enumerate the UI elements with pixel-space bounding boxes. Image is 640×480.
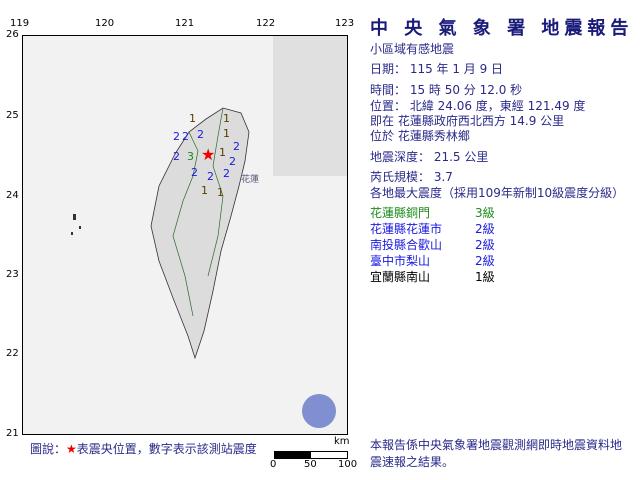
scale-tick: 100: [338, 459, 358, 470]
station-level: 1級: [475, 270, 495, 284]
station-level: 2級: [475, 238, 495, 252]
map: 1 1 1 1 2 2 2 2 2 2 2 2 2 1 1 3 花蓮 ★: [22, 35, 348, 435]
disclaimer: 本報告係中央氣象署地震觀測網即時地震資料地震速報之結果。: [370, 438, 623, 469]
legend: 圖說：★表震央位置，數字表示該測站震度: [30, 440, 257, 457]
legend-label: 圖說：: [30, 442, 67, 456]
station-intensity: 1: [201, 184, 208, 197]
lat-label: 25: [6, 110, 19, 121]
station-level: 2級: [475, 254, 495, 268]
station-row: 花蓮縣花蓮市 2級: [370, 220, 495, 237]
station-name: 臺中市梨山: [370, 254, 431, 268]
station-intensity: 2: [191, 166, 198, 179]
station-intensity: 1: [217, 186, 224, 199]
station-intensity: 2: [173, 150, 180, 163]
lat-label: 21: [6, 428, 19, 439]
lat-label: 24: [6, 190, 19, 201]
depth: 地震深度： 21.5 公里: [370, 150, 489, 164]
intensity-header: 各地最大震度（採用109年新制10級震度分級）: [370, 186, 625, 200]
terrain: [273, 36, 347, 176]
station-intensity: 2: [207, 170, 214, 183]
report-type: 小區域有感地震: [370, 42, 455, 56]
lon-label: 119: [10, 18, 30, 29]
station-intensity: 1: [223, 127, 230, 140]
location: 位置： 北緯 24.06 度，東經 121.49 度: [370, 99, 586, 113]
station-intensity: 2: [229, 155, 236, 168]
lat-label: 23: [6, 269, 19, 280]
station-level: 3級: [475, 206, 495, 220]
station-name: 宜蘭縣南山: [370, 270, 431, 284]
lat-label: 26: [6, 29, 19, 40]
station-intensity: 2: [223, 167, 230, 180]
area: 位於 花蓮縣秀林鄉: [370, 129, 470, 143]
scale-tick: 0: [270, 459, 277, 470]
station-name: 花蓮縣銅門: [370, 206, 431, 220]
scale-tick: 50: [304, 459, 317, 470]
date: 日期： 115 年 1 月 9 日: [370, 62, 504, 76]
station-intensity: 1: [223, 112, 230, 125]
station-name: 花蓮縣花蓮市: [370, 222, 443, 236]
magnitude: 芮氏規模： 3.7: [370, 170, 453, 184]
station-intensity: 2: [233, 140, 240, 153]
report-title: 中 央 氣 象 署 地震報告: [370, 18, 634, 39]
station-intensity: 2: [182, 130, 189, 143]
city-label: 花蓮: [241, 175, 260, 185]
station-intensity: 2: [197, 128, 204, 141]
relative-location: 即在 花蓮縣政府西北西方 14.9 公里: [370, 114, 565, 128]
station-row: 臺中市梨山 2級: [370, 252, 495, 269]
station-intensity: 2: [173, 130, 180, 143]
lon-label: 123: [335, 18, 355, 29]
lon-label: 121: [175, 18, 195, 29]
station-intensity: 1: [189, 112, 196, 125]
scale-unit: km: [334, 436, 350, 447]
station-name: 南投縣合歡山: [370, 238, 443, 252]
station-row: 花蓮縣銅門 3級: [370, 204, 495, 221]
lon-label: 120: [95, 18, 115, 29]
cwa-logo: [302, 394, 336, 428]
penghu-islands: [71, 214, 81, 235]
station-row: 南投縣合歡山 2級: [370, 236, 495, 253]
station-level: 2級: [475, 222, 495, 236]
lon-label: 122: [256, 18, 276, 29]
station-intensity: 1: [219, 146, 226, 159]
taiwan-island: [150, 107, 250, 360]
time: 時間： 15 時 50 分 12.0 秒: [370, 83, 523, 97]
station-intensity: 3: [187, 150, 194, 163]
star-icon: ★: [66, 442, 77, 456]
legend-text: 表震央位置，數字表示該測站震度: [76, 442, 257, 456]
scale-bar: [274, 451, 348, 459]
lat-label: 22: [6, 348, 19, 359]
epicenter-star-icon: ★: [201, 145, 216, 164]
station-row: 宜蘭縣南山 1級: [370, 268, 495, 285]
